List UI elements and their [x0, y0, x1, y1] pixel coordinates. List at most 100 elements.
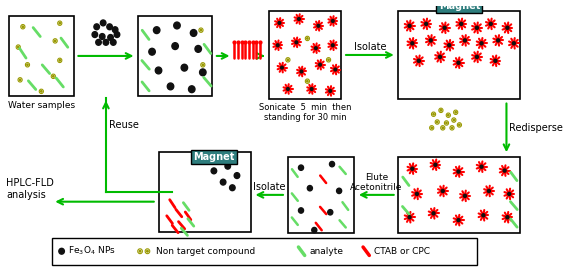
Text: Magnet: Magnet: [193, 152, 235, 162]
Circle shape: [111, 39, 116, 45]
Circle shape: [489, 22, 492, 25]
Circle shape: [463, 194, 467, 197]
Circle shape: [307, 38, 308, 39]
Circle shape: [154, 27, 160, 34]
Circle shape: [295, 41, 298, 44]
Circle shape: [488, 189, 490, 193]
Circle shape: [59, 22, 61, 24]
Circle shape: [506, 26, 509, 29]
Circle shape: [19, 79, 21, 81]
Circle shape: [277, 44, 279, 47]
Circle shape: [506, 216, 509, 219]
Circle shape: [440, 110, 442, 111]
Circle shape: [174, 22, 180, 29]
Circle shape: [337, 188, 342, 193]
Circle shape: [411, 42, 414, 45]
Circle shape: [503, 169, 506, 172]
Circle shape: [230, 185, 235, 191]
Circle shape: [448, 44, 451, 47]
Circle shape: [438, 55, 442, 58]
Circle shape: [155, 67, 162, 74]
Bar: [269, 11, 341, 99]
Circle shape: [200, 29, 202, 31]
Circle shape: [434, 163, 437, 166]
Circle shape: [416, 192, 418, 195]
Circle shape: [202, 64, 204, 65]
Text: Water samples: Water samples: [8, 101, 75, 110]
Circle shape: [59, 248, 65, 254]
Text: Isolate: Isolate: [253, 182, 286, 192]
Circle shape: [100, 20, 106, 26]
Circle shape: [18, 46, 19, 48]
Circle shape: [22, 26, 24, 27]
Circle shape: [99, 34, 105, 39]
Circle shape: [200, 69, 206, 76]
Circle shape: [455, 112, 456, 113]
Circle shape: [211, 168, 217, 174]
Text: Fe$_3$O$_4$ NPs: Fe$_3$O$_4$ NPs: [68, 245, 116, 258]
Circle shape: [476, 26, 479, 29]
Circle shape: [482, 214, 485, 217]
Circle shape: [476, 55, 479, 58]
Circle shape: [451, 127, 452, 129]
Circle shape: [96, 39, 101, 45]
Text: Sonicate  5  min  then
standing for 30 min: Sonicate 5 min then standing for 30 min: [259, 102, 352, 122]
Bar: [191, 150, 237, 164]
Circle shape: [457, 219, 460, 222]
Circle shape: [408, 216, 411, 219]
Circle shape: [508, 192, 511, 195]
Circle shape: [417, 59, 420, 62]
Text: Elute
Acetonitrile: Elute Acetonitrile: [350, 173, 403, 192]
Circle shape: [307, 185, 312, 191]
Circle shape: [114, 32, 120, 38]
Circle shape: [225, 163, 231, 169]
Circle shape: [429, 39, 432, 42]
Circle shape: [328, 59, 329, 61]
Bar: [9, 16, 74, 96]
Circle shape: [328, 210, 333, 215]
Circle shape: [278, 22, 281, 24]
Circle shape: [298, 165, 303, 170]
Circle shape: [41, 91, 42, 92]
Circle shape: [431, 127, 433, 129]
Circle shape: [147, 250, 148, 252]
Circle shape: [425, 22, 428, 25]
Circle shape: [92, 32, 98, 38]
Text: analyte: analyte: [310, 247, 344, 256]
Text: Non target compound: Non target compound: [156, 247, 255, 256]
Circle shape: [94, 24, 99, 30]
Circle shape: [432, 212, 435, 215]
Circle shape: [408, 24, 411, 27]
Circle shape: [329, 161, 335, 167]
Circle shape: [195, 45, 201, 52]
Circle shape: [457, 61, 460, 64]
Bar: [138, 16, 212, 96]
Circle shape: [221, 179, 226, 185]
Circle shape: [411, 167, 414, 170]
Circle shape: [54, 40, 56, 42]
Circle shape: [149, 48, 155, 55]
Circle shape: [459, 124, 460, 126]
Circle shape: [188, 86, 195, 93]
Circle shape: [281, 66, 284, 69]
Circle shape: [513, 42, 515, 45]
Circle shape: [312, 227, 317, 233]
Circle shape: [460, 22, 463, 25]
Circle shape: [446, 122, 447, 124]
Text: HPLC-FLD
analysis: HPLC-FLD analysis: [6, 178, 54, 200]
Text: Isolate: Isolate: [354, 42, 386, 52]
Circle shape: [286, 88, 289, 90]
Circle shape: [494, 59, 497, 62]
Circle shape: [443, 26, 446, 29]
Circle shape: [112, 27, 118, 33]
Circle shape: [53, 76, 54, 77]
Text: Reuse: Reuse: [109, 120, 138, 130]
Circle shape: [298, 18, 301, 20]
Circle shape: [27, 64, 28, 65]
Circle shape: [191, 30, 197, 36]
Circle shape: [480, 42, 483, 45]
Circle shape: [332, 44, 334, 47]
Circle shape: [287, 59, 289, 61]
Circle shape: [447, 115, 449, 116]
Circle shape: [317, 24, 320, 27]
